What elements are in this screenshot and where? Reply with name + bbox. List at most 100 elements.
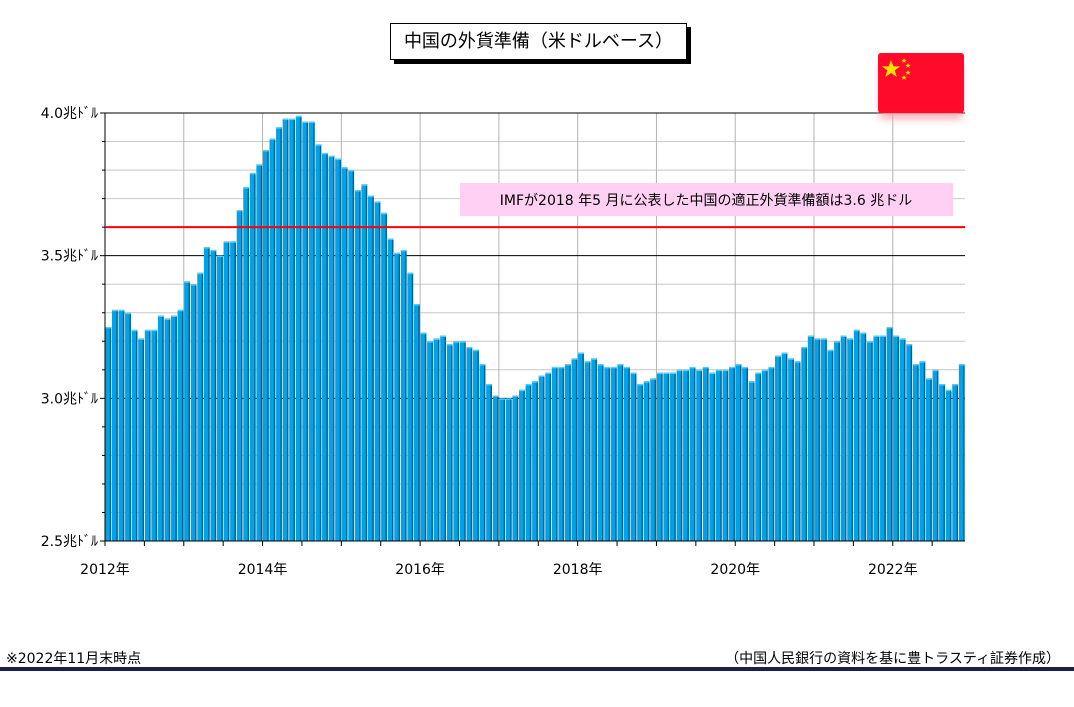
- bar: [262, 150, 269, 542]
- bar-shade: [897, 335, 899, 541]
- bar: [952, 384, 959, 541]
- bar-top: [571, 358, 578, 360]
- bar-shade: [313, 121, 315, 541]
- bar-top: [190, 284, 197, 286]
- bar-top: [295, 115, 302, 118]
- bar-top: [893, 335, 899, 337]
- bar-shade: [864, 332, 867, 541]
- bar-top: [604, 366, 611, 369]
- bar-shade: [280, 127, 282, 542]
- bar: [394, 252, 401, 541]
- bar-shade: [890, 327, 893, 541]
- bar: [669, 372, 676, 541]
- bar: [453, 341, 460, 541]
- bar: [486, 384, 492, 541]
- bar-shade: [772, 366, 775, 541]
- bar-shade: [339, 158, 341, 542]
- bar-shade: [641, 384, 643, 541]
- bar-top: [367, 195, 374, 198]
- bar: [899, 338, 906, 541]
- bar-shade: [805, 346, 808, 541]
- bar-shade: [247, 187, 250, 542]
- bar-shade: [753, 381, 755, 541]
- bar: [236, 210, 243, 541]
- bar: [676, 369, 683, 541]
- bar: [906, 344, 913, 541]
- bar: [118, 309, 125, 541]
- bar-shade: [168, 318, 171, 541]
- bar-shade: [562, 366, 565, 541]
- bar-shade: [365, 184, 368, 542]
- bar-top: [144, 329, 151, 332]
- china-flag-icon: [878, 53, 964, 113]
- bar-shade: [674, 372, 676, 541]
- bar: [440, 335, 446, 541]
- bar: [387, 238, 394, 541]
- bar-shade: [300, 115, 302, 541]
- bar-shade: [529, 384, 532, 541]
- bar-top: [873, 335, 880, 337]
- bar-top: [381, 212, 387, 215]
- bar: [532, 381, 538, 541]
- bar-shade: [582, 352, 584, 541]
- bar-top: [236, 210, 243, 212]
- bar-shade: [556, 366, 558, 541]
- bar-top: [203, 247, 210, 249]
- bar: [958, 364, 965, 541]
- bar-top: [315, 144, 322, 146]
- bar-top: [781, 352, 788, 355]
- bar-shade: [930, 378, 932, 541]
- bar-shade: [273, 138, 276, 541]
- bar-top: [748, 381, 755, 383]
- bar-shade: [346, 167, 348, 542]
- bar-top: [322, 152, 328, 155]
- bar-top: [446, 344, 453, 346]
- bar-top: [689, 366, 696, 369]
- x-tick-label: 2016年: [395, 562, 445, 578]
- bar: [578, 352, 584, 541]
- bar: [853, 329, 860, 541]
- bar: [729, 366, 735, 541]
- bar-shade: [497, 395, 499, 541]
- bar-top: [860, 332, 867, 335]
- bar-top: [656, 372, 663, 375]
- bar: [538, 375, 545, 541]
- bar-shade: [634, 372, 637, 541]
- bar-shade: [293, 118, 295, 541]
- bar-top: [217, 255, 223, 258]
- source-note: （中国人民銀行の資料を基に豊トラスティ証券作成）: [725, 651, 1060, 667]
- bar-shade: [372, 195, 374, 541]
- bar-top: [768, 366, 775, 369]
- bar: [341, 167, 348, 542]
- bar: [702, 366, 709, 541]
- bar-top: [512, 395, 519, 397]
- bar: [834, 341, 840, 541]
- bar: [171, 315, 177, 541]
- bar-shade: [523, 389, 525, 541]
- bar-top: [249, 172, 256, 175]
- bar-top: [466, 346, 473, 349]
- bar: [492, 395, 499, 541]
- bar-shade: [845, 335, 847, 541]
- bar: [243, 187, 250, 542]
- bar-shade: [602, 364, 604, 541]
- bar: [295, 115, 302, 541]
- bar-top: [479, 364, 486, 366]
- bar: [210, 249, 217, 541]
- bar: [801, 346, 808, 541]
- bar: [217, 255, 223, 541]
- bar-shade: [267, 150, 269, 542]
- bar-shade: [418, 304, 420, 541]
- bar-shade: [871, 341, 873, 541]
- bar-top: [932, 369, 939, 372]
- bar-top: [939, 384, 945, 386]
- bar-shade: [575, 358, 578, 541]
- bar: [505, 398, 512, 541]
- bar: [479, 364, 486, 541]
- bar-top: [164, 318, 171, 320]
- bar: [105, 327, 112, 541]
- bar-shade: [759, 372, 762, 541]
- bar: [919, 361, 926, 541]
- bar-top: [157, 315, 164, 317]
- bar-top: [610, 366, 617, 369]
